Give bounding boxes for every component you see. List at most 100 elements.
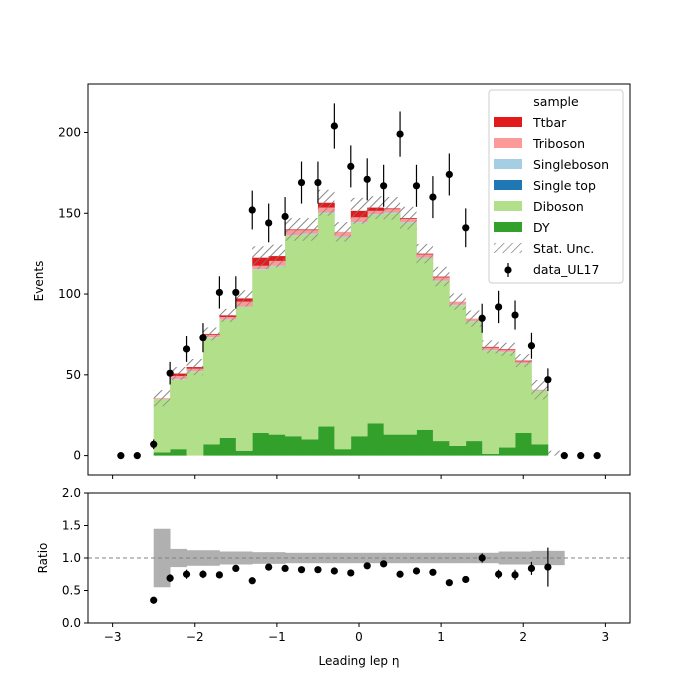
stat-unc-hatch bbox=[268, 244, 286, 268]
legend-title: sample bbox=[533, 94, 579, 109]
ratio-point bbox=[265, 563, 273, 571]
stat-unc-hatch bbox=[383, 197, 401, 220]
ratio-point bbox=[150, 596, 158, 604]
bar-dy bbox=[449, 445, 467, 456]
stat-unc-hatch bbox=[186, 358, 203, 376]
stat-unc-hatch bbox=[235, 290, 253, 307]
ratio-y-label: Ratio bbox=[36, 543, 50, 574]
bar-dy bbox=[252, 432, 270, 456]
legend-swatch bbox=[494, 180, 522, 190]
stat-unc-hatch bbox=[367, 196, 384, 219]
legend-swatch bbox=[494, 159, 522, 169]
ratio-unc-bin bbox=[449, 552, 467, 564]
main-y-tick-label: 50 bbox=[66, 368, 81, 382]
ratio-unc-bin bbox=[252, 552, 270, 564]
data-point bbox=[166, 369, 174, 377]
stat-unc-hatch bbox=[498, 342, 516, 356]
data-point bbox=[412, 182, 421, 190]
ratio-unc-bin bbox=[498, 551, 516, 565]
data-point bbox=[199, 334, 207, 342]
stat-unc-hatch bbox=[531, 379, 548, 400]
ratio-unc-bin bbox=[153, 528, 171, 588]
stat-unc-hatch bbox=[449, 293, 466, 310]
stat-unc-hatch bbox=[202, 327, 220, 341]
ratio-unc-bin bbox=[400, 552, 417, 564]
bar-diboson bbox=[153, 399, 171, 453]
bar-dy bbox=[400, 434, 417, 456]
bar-diboson bbox=[449, 305, 467, 446]
main-y-tick-label: 200 bbox=[58, 125, 81, 139]
data-point bbox=[544, 376, 552, 384]
ratio-x-axis: −3 −2 −1 0 1 2 3 bbox=[104, 623, 609, 644]
main-y-tick-label: 100 bbox=[58, 287, 81, 301]
bar-diboson bbox=[285, 235, 302, 437]
bar-diboson bbox=[317, 213, 335, 427]
data-point bbox=[330, 122, 338, 130]
stat-unc-hatch bbox=[482, 340, 499, 354]
stat-unc-hatch bbox=[416, 243, 433, 264]
bar-dy bbox=[219, 437, 237, 456]
data-point bbox=[182, 345, 191, 353]
data-point bbox=[527, 342, 536, 350]
data-point bbox=[117, 452, 125, 460]
stat-unc-hatch bbox=[334, 222, 351, 242]
ratio-y-tick-label: 1.0 bbox=[62, 551, 81, 565]
main-y-tick-label: 150 bbox=[58, 206, 81, 220]
ratio-y-tick-label: 0.5 bbox=[62, 584, 81, 598]
bar-dy bbox=[153, 452, 171, 456]
ratio-point bbox=[215, 571, 223, 579]
legend-frame bbox=[488, 89, 624, 284]
data-point bbox=[347, 162, 355, 171]
bar-diboson bbox=[515, 363, 532, 433]
legend-swatch bbox=[494, 117, 522, 127]
data-point bbox=[445, 170, 453, 179]
stat-unc-hatch bbox=[219, 308, 236, 322]
bar-diboson bbox=[416, 258, 434, 430]
bar-dy bbox=[367, 423, 385, 456]
ratio-unc-bin bbox=[547, 550, 565, 566]
stat-unc-hatch bbox=[400, 206, 417, 230]
bar-diboson bbox=[531, 390, 549, 445]
data-point bbox=[248, 206, 256, 214]
data-point bbox=[380, 182, 388, 190]
stat-unc-hatch bbox=[170, 367, 187, 380]
data-point bbox=[265, 219, 273, 227]
main-x-axis bbox=[112, 475, 606, 479]
bar-diboson bbox=[268, 266, 286, 435]
bar-dy bbox=[515, 432, 532, 456]
data-point bbox=[577, 452, 585, 460]
ratio-x-tick-label: 3 bbox=[602, 630, 610, 644]
data-point bbox=[593, 452, 601, 460]
bar-dy bbox=[285, 436, 302, 456]
stat-unc-hatch bbox=[515, 354, 532, 368]
ratio-point bbox=[462, 575, 470, 584]
bar-dy bbox=[383, 434, 401, 456]
data-point bbox=[150, 440, 158, 448]
bar-dy bbox=[498, 447, 516, 456]
data-point bbox=[462, 224, 470, 232]
data-point bbox=[297, 178, 306, 187]
data-point bbox=[281, 212, 289, 221]
data-point bbox=[511, 311, 519, 319]
ratio-point bbox=[297, 566, 306, 574]
bar-dy bbox=[432, 441, 450, 456]
ratio-unc-bin bbox=[301, 552, 319, 564]
ratio-point bbox=[495, 570, 503, 578]
bar-diboson bbox=[432, 281, 450, 442]
bar-diboson bbox=[170, 379, 187, 450]
legend-label: Singleboson bbox=[533, 157, 609, 172]
legend-label: Diboson bbox=[533, 199, 584, 214]
data-point bbox=[478, 314, 486, 322]
bar-diboson bbox=[400, 222, 417, 435]
ratio-point bbox=[380, 560, 388, 568]
ratio-point bbox=[363, 562, 371, 570]
data-point bbox=[133, 452, 141, 460]
data-point bbox=[232, 288, 240, 297]
bar-dy bbox=[202, 444, 220, 456]
stat-unc-hatch bbox=[547, 450, 565, 456]
bar-singleboson bbox=[252, 268, 270, 270]
ratio-points-layer bbox=[150, 547, 552, 604]
legend-swatch bbox=[494, 138, 522, 148]
legend-label: Stat. Unc. bbox=[533, 241, 594, 256]
data-point bbox=[396, 130, 404, 138]
